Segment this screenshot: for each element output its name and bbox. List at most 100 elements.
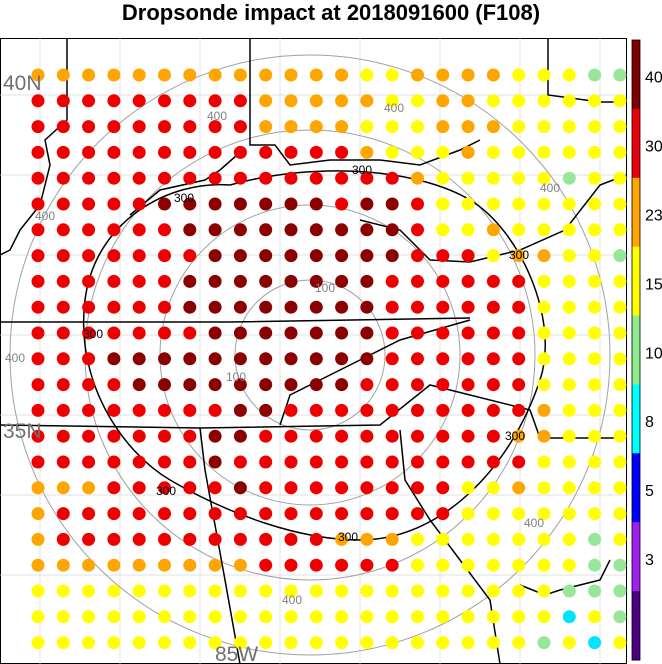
impact-dot (284, 274, 298, 288)
impact-dot (461, 326, 475, 340)
impact-dot (436, 249, 450, 263)
impact-dot (360, 378, 374, 392)
impact-dot (233, 68, 247, 82)
impact-dot (411, 610, 424, 624)
impact-dot (537, 584, 551, 598)
impact-dot (411, 68, 424, 82)
impact-dot (486, 300, 500, 314)
impact-dot (132, 68, 146, 82)
impact-dot (107, 507, 121, 521)
impact-dot (132, 171, 146, 185)
impact-dot (360, 326, 374, 340)
impact-dot (436, 274, 450, 288)
impact-dot (82, 300, 96, 314)
impact-dot (183, 584, 197, 598)
impact-dot (562, 558, 576, 572)
impact-dot (360, 610, 374, 624)
impact-dot (411, 94, 424, 108)
impact-dot (309, 300, 323, 314)
impact-dot (158, 274, 171, 288)
impact-dot (461, 94, 475, 108)
impact-dot (411, 274, 424, 288)
impact-dot (613, 171, 627, 185)
impact-dot (259, 326, 273, 340)
impact-dot (335, 532, 349, 546)
impact-dot (411, 481, 424, 495)
impact-dot (208, 274, 222, 288)
impact-dot (512, 378, 526, 392)
impact-dot (385, 636, 399, 650)
impact-dot (613, 94, 627, 108)
impact-dot (486, 636, 500, 650)
impact-dot (31, 145, 45, 159)
impact-dot (588, 249, 602, 263)
impact-dot (411, 145, 424, 159)
impact-dot (461, 584, 475, 598)
impact-dot (411, 558, 424, 572)
impact-dot (309, 274, 323, 288)
impact-dot (436, 378, 450, 392)
impact-dot (183, 507, 197, 521)
impact-dot (183, 352, 197, 366)
impact-dot (107, 481, 121, 495)
impact-dot (486, 249, 500, 263)
impact-dot (613, 532, 627, 546)
impact-dot (461, 68, 475, 82)
impact-dot (562, 507, 576, 521)
ring-label: 400 (35, 209, 55, 223)
impact-dot (259, 636, 273, 650)
impact-dot (107, 274, 121, 288)
impact-dot (436, 223, 450, 237)
impact-dot (486, 455, 500, 469)
ring-label: 400 (384, 101, 404, 115)
impact-dot (309, 532, 323, 546)
impact-dot (31, 197, 45, 211)
impact-dot (132, 120, 146, 134)
impact-dot (588, 532, 602, 546)
impact-dot (562, 94, 576, 108)
impact-dot (158, 378, 171, 392)
impact-dot (411, 300, 424, 314)
colorbar-segment (632, 246, 640, 317)
impact-dot (436, 171, 450, 185)
impact-dot (461, 610, 475, 624)
impact-dot (56, 610, 70, 624)
impact-dot (82, 636, 96, 650)
impact-dot (31, 610, 45, 624)
impact-dot (82, 68, 96, 82)
impact-dot (208, 68, 222, 82)
impact-dot (512, 300, 526, 314)
impact-dot (461, 274, 475, 288)
impact-dot (208, 120, 222, 134)
impact-dot (562, 403, 576, 417)
impact-dot (385, 171, 399, 185)
ring-label-100: 100 (315, 281, 335, 295)
impact-dot (132, 403, 146, 417)
impact-dot (208, 481, 222, 495)
impact-dot (385, 68, 399, 82)
impact-dot (158, 120, 171, 134)
impact-dot (562, 223, 576, 237)
impact-dot (461, 507, 475, 521)
impact-dot (132, 429, 146, 443)
impact-dot (512, 94, 526, 108)
impact-dot (208, 429, 222, 443)
impact-dot (259, 610, 273, 624)
impact-dot (335, 507, 349, 521)
impact-dot (588, 223, 602, 237)
contour-label: 300 (338, 530, 358, 544)
impact-dot (82, 145, 96, 159)
impact-dot (31, 636, 45, 650)
impact-dot (486, 326, 500, 340)
impact-dot (56, 507, 70, 521)
impact-dot (107, 429, 121, 443)
impact-dot (309, 584, 323, 598)
impact-dot (56, 532, 70, 546)
impact-dot (537, 636, 551, 650)
impact-dot (56, 120, 70, 134)
impact-dot (56, 223, 70, 237)
impact-dot (107, 584, 121, 598)
impact-dot (158, 197, 171, 211)
impact-dot (284, 223, 298, 237)
impact-dot (562, 352, 576, 366)
